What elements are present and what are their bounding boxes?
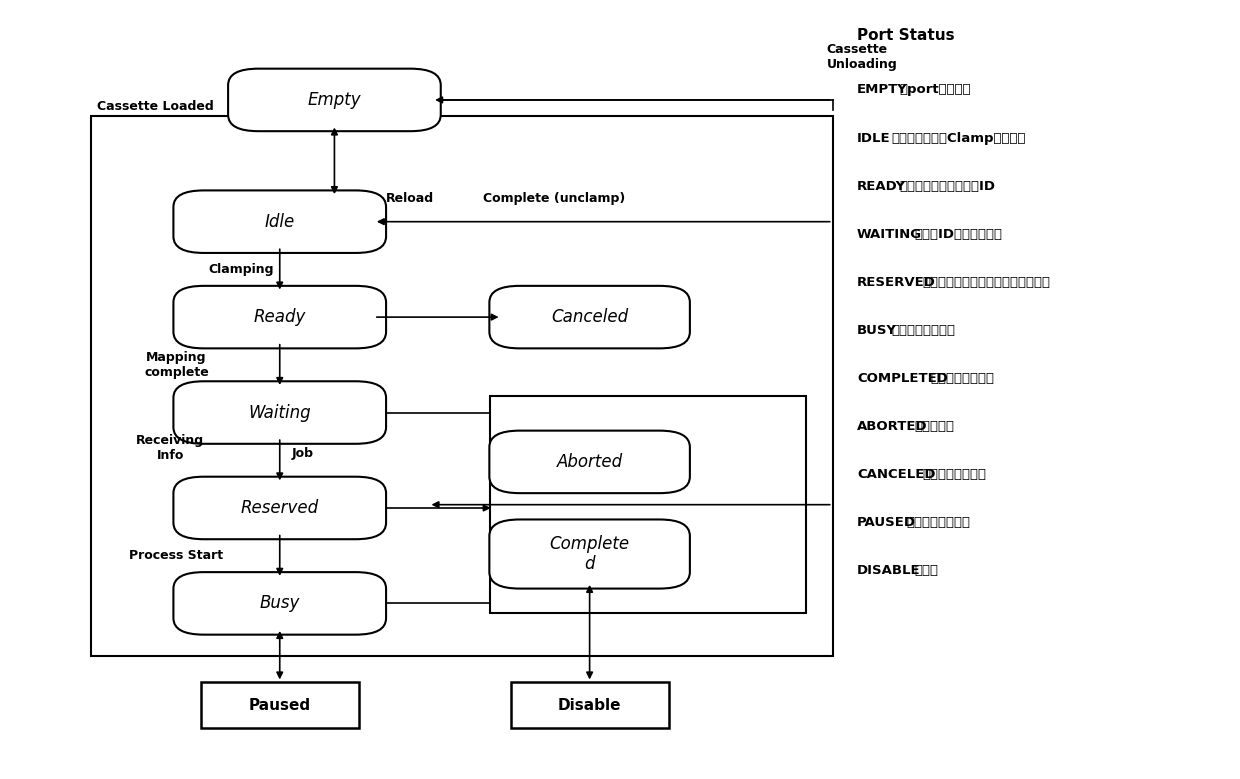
Text: ：发片中断: ：发片中断 xyxy=(915,420,955,433)
Text: Canceled: Canceled xyxy=(551,308,629,326)
Text: ：发片或收片取消: ：发片或收片取消 xyxy=(923,468,987,481)
Text: Cassette
Unloading: Cassette Unloading xyxy=(827,43,898,71)
Text: Disable: Disable xyxy=(558,698,621,713)
Text: READY: READY xyxy=(857,180,906,192)
Text: WAITING: WAITING xyxy=(857,227,923,241)
Text: RESERVED: RESERVED xyxy=(857,276,936,289)
Text: Empty: Empty xyxy=(308,91,361,109)
Text: Clamping: Clamping xyxy=(208,263,274,276)
FancyBboxPatch shape xyxy=(174,477,386,539)
Text: ：根据ID下载信息完毕: ：根据ID下载信息完毕 xyxy=(915,227,1003,241)
Text: ：发片或收片开始: ：发片或收片开始 xyxy=(892,324,955,337)
Text: ：卡匮固定并读取卡匮ID: ：卡匮固定并读取卡匮ID xyxy=(899,180,994,192)
Text: PAUSED: PAUSED xyxy=(857,516,916,529)
FancyBboxPatch shape xyxy=(174,190,386,253)
Text: ：投入命令已到位，等待发片或收片: ：投入命令已到位，等待发片或收片 xyxy=(923,276,1050,289)
Text: Reload: Reload xyxy=(386,192,434,205)
Text: ：port口无卡匮: ：port口无卡匮 xyxy=(899,83,971,97)
Text: Cassette Loaded: Cassette Loaded xyxy=(98,100,215,113)
Text: DISABLE: DISABLE xyxy=(857,564,920,577)
FancyBboxPatch shape xyxy=(228,69,440,131)
Text: Job: Job xyxy=(291,447,314,460)
Text: Aborted: Aborted xyxy=(557,453,622,471)
Text: Ready: Ready xyxy=(253,308,306,326)
FancyBboxPatch shape xyxy=(490,286,689,348)
Text: ：发片或收片暂停: ：发片或收片暂停 xyxy=(906,516,971,529)
Text: ：发片或收片完成: ：发片或收片完成 xyxy=(930,372,994,385)
Text: ：禁用: ：禁用 xyxy=(915,564,939,577)
FancyBboxPatch shape xyxy=(490,520,689,589)
Text: Waiting: Waiting xyxy=(248,404,311,421)
Text: Idle: Idle xyxy=(264,213,295,231)
Text: CANCELED: CANCELED xyxy=(857,468,935,481)
Text: Process Start: Process Start xyxy=(129,549,223,562)
Text: ABORTED: ABORTED xyxy=(857,420,928,433)
FancyBboxPatch shape xyxy=(490,431,689,493)
Text: EMPTY: EMPTY xyxy=(857,83,908,97)
Text: BUSY: BUSY xyxy=(857,324,897,337)
Text: Reserved: Reserved xyxy=(241,499,319,517)
Text: Receiving
Info: Receiving Info xyxy=(136,435,205,463)
FancyBboxPatch shape xyxy=(174,572,386,635)
Text: Paused: Paused xyxy=(249,698,311,713)
FancyBboxPatch shape xyxy=(174,286,386,348)
FancyBboxPatch shape xyxy=(511,682,668,728)
Text: ：卡匮到位，但Clamp尚未固定: ：卡匮到位，但Clamp尚未固定 xyxy=(892,132,1025,145)
Text: IDLE: IDLE xyxy=(857,132,890,145)
Text: Busy: Busy xyxy=(259,594,300,612)
Text: Complete (unclamp): Complete (unclamp) xyxy=(484,192,625,205)
FancyBboxPatch shape xyxy=(174,381,386,444)
Text: COMPLETED: COMPLETED xyxy=(857,372,947,385)
Text: Port Status: Port Status xyxy=(857,27,955,43)
Text: Complete
d: Complete d xyxy=(549,534,630,573)
FancyBboxPatch shape xyxy=(201,682,358,728)
Text: Mapping
complete: Mapping complete xyxy=(144,351,208,379)
